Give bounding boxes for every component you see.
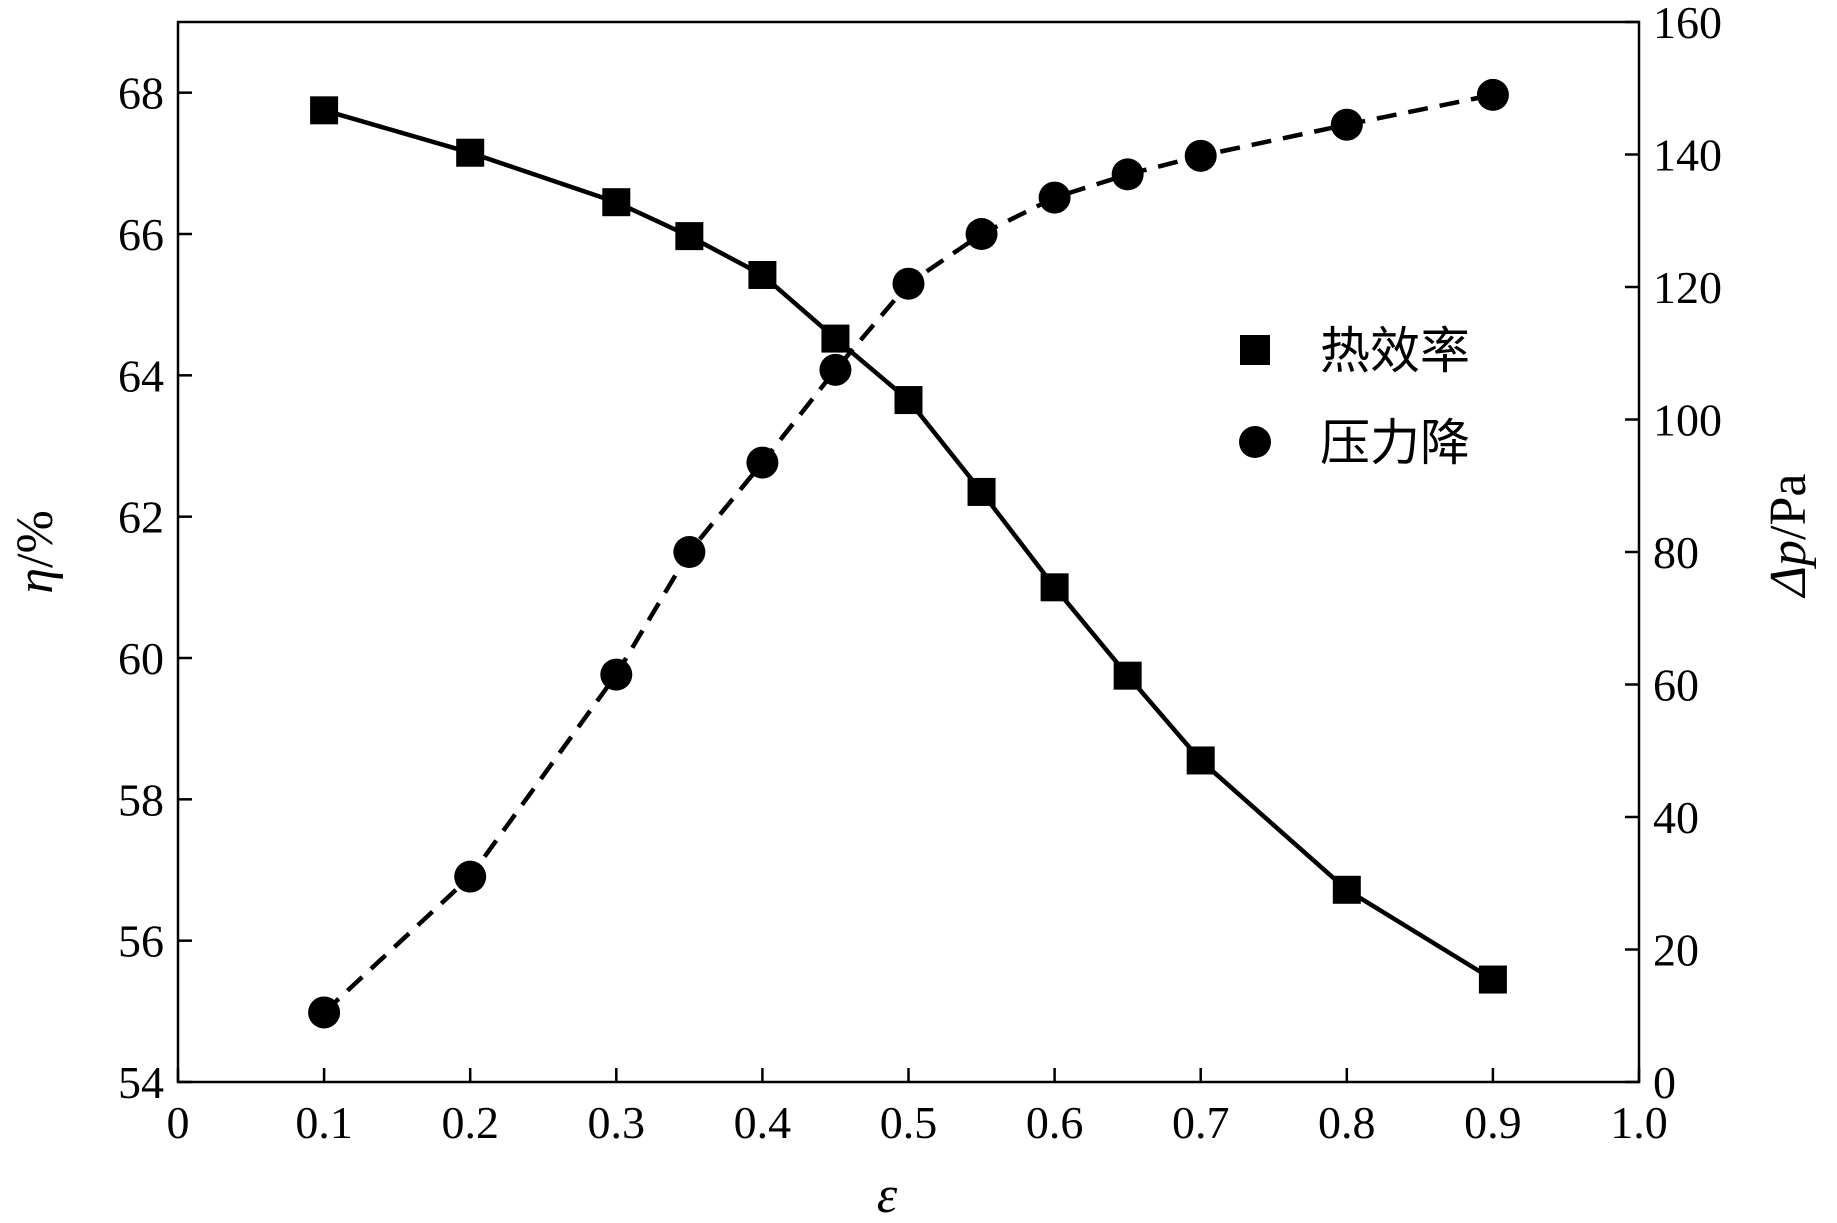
legend-label-pressure-drop: 压力降: [1320, 414, 1470, 472]
right-tick-label: 0: [1653, 1057, 1676, 1108]
right-axis-ticks: 0 20 40 60 80 100 120 140 160: [1625, 0, 1722, 1108]
x-tick-label: 1.0: [1610, 1097, 1668, 1148]
efficiency-point: [602, 188, 631, 217]
pressure-drop-point: [819, 353, 852, 386]
pressure-drop-point: [1038, 181, 1071, 214]
efficiency-point: [821, 324, 850, 353]
x-tick-label: 0.2: [441, 1097, 499, 1148]
x-axis-title: ε: [877, 1167, 898, 1223]
left-tick-label: 66: [118, 209, 164, 260]
right-axis-title: Δp/Pa: [1760, 474, 1817, 599]
left-axis-ticks: 54 56 58 60 62 64 66 68: [118, 68, 192, 1108]
x-tick-label: 0.4: [734, 1097, 792, 1148]
efficiency-point: [456, 138, 485, 167]
efficiency-point: [1113, 661, 1142, 690]
left-tick-label: 54: [118, 1057, 164, 1108]
efficiency-point: [1186, 746, 1215, 775]
legend-square-marker: [1240, 335, 1270, 365]
right-tick-label: 160: [1653, 0, 1722, 48]
efficiency-point: [894, 386, 923, 415]
efficiency-point: [1332, 875, 1361, 904]
x-tick-label: 0.6: [1026, 1097, 1084, 1148]
left-tick-label: 62: [118, 492, 164, 543]
pressure-drop-point: [1330, 108, 1363, 141]
right-tick-label: 40: [1653, 792, 1699, 843]
efficiency-point: [967, 477, 996, 506]
left-tick-label: 64: [118, 350, 164, 401]
series-line-1: [322, 92, 1494, 1015]
pressure-drop-point: [746, 446, 779, 479]
left-tick-label: 60: [118, 633, 164, 684]
x-axis-ticks: 0 0.1 0.2 0.3 0.4 0.5 0.6 0.7 0.8 0.9 1.0: [167, 1068, 1668, 1148]
legend-label-thermal-efficiency: 热效率: [1320, 322, 1470, 380]
right-axis-unit: /Pa: [1760, 474, 1817, 540]
pressure-drop-point: [1184, 139, 1217, 172]
x-tick-label: 0: [167, 1097, 190, 1148]
left-tick-label: 56: [118, 916, 164, 967]
pressure-drop-point: [892, 267, 925, 300]
left-axis-title: η/%: [7, 510, 64, 594]
left-tick-label: 58: [118, 774, 164, 825]
legend-circle-marker: [1239, 426, 1271, 458]
series-line-0: [323, 108, 1495, 982]
x-tick-label: 0.5: [880, 1097, 938, 1148]
pressure-drop-point: [308, 996, 341, 1029]
efficiency-point: [748, 260, 777, 289]
pressure-drop-point: [1476, 78, 1509, 111]
pressure-drop-point: [454, 860, 487, 893]
pressure-drop-point: [1111, 158, 1144, 191]
x-tick-label: 0.3: [588, 1097, 646, 1148]
right-tick-label: 60: [1653, 660, 1699, 711]
x-tick-label: 0.7: [1172, 1097, 1230, 1148]
x-tick-label: 0.8: [1318, 1097, 1376, 1148]
left-axis-symbol: η: [7, 568, 64, 594]
series-layer: [308, 78, 1509, 1029]
legend: 热效率 压力降: [1239, 322, 1470, 472]
left-axis-unit: /%: [7, 510, 64, 568]
efficiency-point: [1040, 573, 1069, 602]
plot-frame: [176, 20, 1641, 1084]
right-axis-symbol: Δp: [1760, 540, 1817, 599]
right-tick-label: 20: [1653, 925, 1699, 976]
efficiency-point: [1478, 965, 1507, 994]
right-tick-label: 100: [1653, 395, 1722, 446]
x-tick-label: 0.9: [1464, 1097, 1522, 1148]
right-tick-label: 140: [1653, 130, 1722, 181]
pressure-drop-point: [965, 218, 998, 250]
left-tick-label: 68: [118, 68, 164, 119]
pressure-drop-point: [673, 536, 706, 568]
right-tick-label: 120: [1653, 262, 1722, 313]
efficiency-point: [675, 222, 704, 251]
pressure-drop-point: [600, 658, 633, 691]
x-tick-label: 0.1: [295, 1097, 353, 1148]
right-tick-label: 80: [1653, 527, 1699, 578]
efficiency-point: [310, 96, 339, 125]
